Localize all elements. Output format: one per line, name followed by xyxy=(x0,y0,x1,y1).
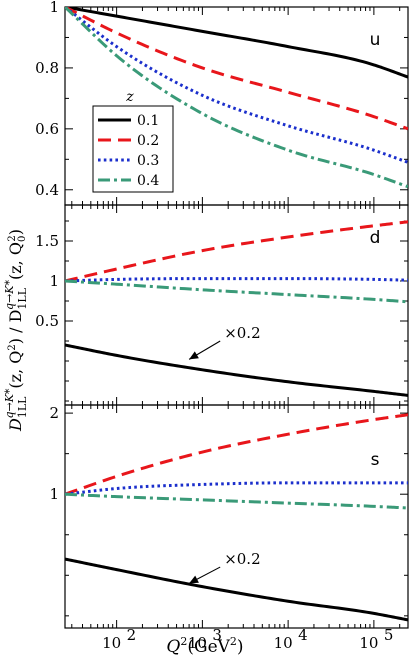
panel-frame xyxy=(64,404,409,629)
panel-u: 0.4 0.6 0.8 1 u z0.1 0.2 0.3 0.4 xyxy=(35,0,409,206)
y-tick-label: 1.5 xyxy=(35,232,59,250)
panel-d: 0.5 1 1.5 d ×0.2 xyxy=(35,204,409,406)
y-tick-label: 0.6 xyxy=(35,120,59,138)
y-tick-label: 0.5 xyxy=(35,312,59,330)
x-tick-label: 10 xyxy=(188,634,207,652)
series-line-z-0.1 xyxy=(65,557,408,622)
series-line-z-0.1 xyxy=(65,343,408,397)
series-line-z-0.3 xyxy=(65,481,408,496)
y-tick-label: 1 xyxy=(49,272,59,290)
series-line-z-0.3 xyxy=(65,7,408,164)
x-tick-exponent: 4 xyxy=(298,626,308,644)
series-group xyxy=(65,7,408,189)
series-group xyxy=(65,220,408,397)
y-tick-label: 0.4 xyxy=(35,181,59,199)
y-tick-label: 2 xyxy=(49,404,59,422)
series-group xyxy=(65,413,408,622)
legend-title: z xyxy=(125,89,134,105)
x-tick-exponent: 3 xyxy=(212,626,222,644)
series-line-z-0.1 xyxy=(65,7,408,79)
panel-label-s: s xyxy=(371,450,380,470)
panel-s: 1 2 s ×0.2 10 2 10 3 10 4 10 5 xyxy=(49,404,409,652)
series-line-z-0.4 xyxy=(65,7,408,189)
y-tick-label: 1 xyxy=(49,485,59,503)
y-tick-label: 0.8 xyxy=(35,59,59,77)
legend-entry-z-0.2: 0.2 xyxy=(137,133,159,149)
y-axis-label: D1LLq→K*(z, Q2) / D1LLq→K*(z, Q02) xyxy=(3,229,29,432)
legend-entry-z-0.3: 0.3 xyxy=(137,153,159,169)
x-axis-label: Q2(GeV2) xyxy=(166,635,243,657)
legend-entry-z-0.1: 0.1 xyxy=(137,113,159,129)
x-tick-label: 10 xyxy=(102,634,121,652)
series-line-z-0.2 xyxy=(65,413,408,496)
panel-label-d: d xyxy=(370,228,381,248)
series-line-z-0.3 xyxy=(65,277,408,283)
legend-entry-z-0.4: 0.4 xyxy=(137,173,159,189)
series-line-z-0.2 xyxy=(65,220,408,283)
plot-layer: 0.4 0.6 0.8 1 u z0.1 0.2 0.3 0.4 0.5 1 1.5 d ×0.2 1 2 s ×… xyxy=(35,0,409,652)
annotation-text: ×0.2 xyxy=(224,324,260,342)
series-line-z-0.4 xyxy=(65,279,408,304)
panel-label-u: u xyxy=(370,30,381,50)
annotation-arrowhead xyxy=(189,575,199,584)
x-tick-exponent: 2 xyxy=(127,626,137,644)
series-line-z-0.2 xyxy=(65,7,408,131)
legend: z0.1 0.2 0.3 0.4 xyxy=(92,89,174,193)
annotation-text: ×0.2 xyxy=(224,550,260,568)
annotation-arrowhead xyxy=(189,351,199,360)
x-tick-label: 10 xyxy=(359,634,378,652)
series-line-z-0.4 xyxy=(65,492,408,510)
y-tick-label: 1 xyxy=(49,0,59,16)
x-tick-exponent: 5 xyxy=(384,626,394,644)
x-tick-label: 10 xyxy=(274,634,293,652)
